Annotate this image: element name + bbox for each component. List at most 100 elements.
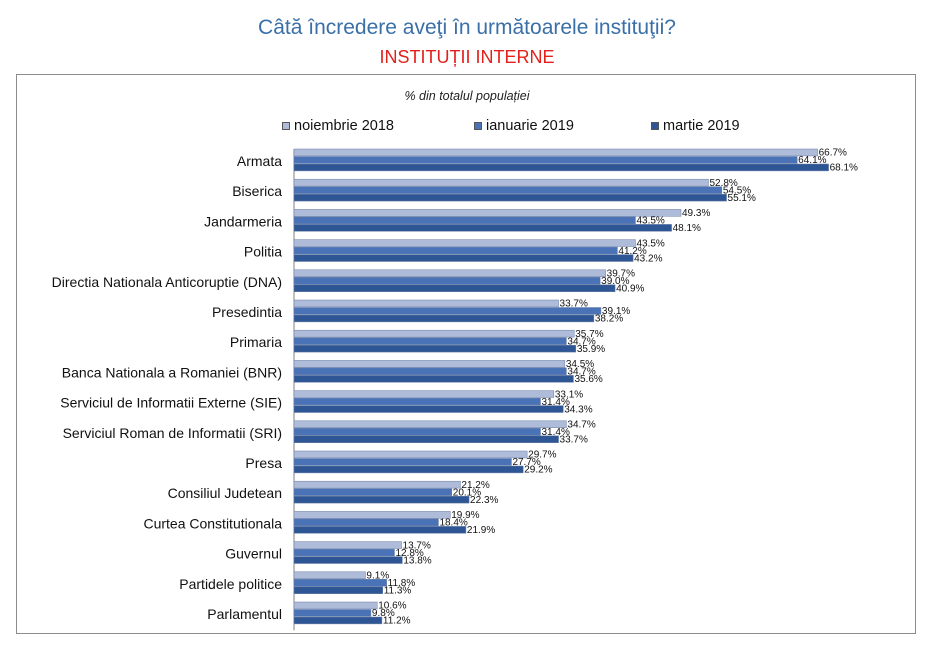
data-label-mar-2019: 35.9%	[577, 344, 605, 355]
bar-mar-2019	[293, 405, 564, 413]
data-label-nov-2018: 9.1%	[366, 571, 389, 582]
data-label-mar-2019: 21.9%	[467, 525, 495, 536]
bar-jan-2019	[293, 488, 453, 496]
data-label-jan-2019: 12.8%	[395, 548, 423, 559]
data-label-jan-2019: 39.0%	[601, 276, 629, 287]
data-label-jan-2019: 27.7%	[512, 457, 540, 468]
legend-item-nov-2018: noiembrie 2018	[282, 118, 394, 134]
category-label: Serviciul de Informatii Externe (SIE)	[60, 395, 282, 411]
data-label-jan-2019: 11.8%	[388, 578, 416, 589]
legend-label-mar-2019: martie 2019	[663, 118, 740, 134]
bar-mar-2019	[293, 163, 829, 172]
bar-nov-2018	[293, 511, 451, 519]
bar-mar-2019	[293, 435, 559, 443]
data-label-nov-2018: 21.2%	[461, 480, 489, 491]
bar-jan-2019	[293, 216, 636, 225]
category-label: Jandarmeria	[204, 213, 282, 229]
bar-nov-2018	[293, 209, 682, 217]
chart-caption: % din totalul populației	[404, 89, 530, 103]
data-label-mar-2019: 22.3%	[470, 495, 498, 506]
category-label: Politia	[244, 244, 282, 260]
data-label-jan-2019: 41.2%	[618, 246, 646, 257]
data-label-mar-2019: 35.6%	[574, 374, 602, 385]
bar-nov-2018	[293, 269, 606, 277]
data-label-nov-2018: 29.7%	[528, 450, 556, 461]
legend-swatch-nov-2018	[282, 122, 290, 130]
data-label-jan-2019: 34.7%	[567, 367, 595, 378]
data-label-mar-2019: 11.2%	[383, 616, 411, 627]
bar-mar-2019	[293, 284, 616, 292]
data-label-mar-2019: 55.1%	[728, 193, 756, 204]
category-label: Serviciul Roman de Informatii (SRI)	[63, 425, 282, 441]
bar-mar-2019	[293, 344, 577, 353]
data-label-jan-2019: 9.8%	[372, 608, 395, 619]
data-label-nov-2018: 39.7%	[607, 269, 635, 280]
data-label-nov-2018: 34.7%	[567, 420, 595, 431]
bar-mar-2019	[293, 254, 634, 262]
bar-jan-2019	[293, 277, 601, 285]
bar-mar-2019	[293, 375, 574, 383]
category-label: Presedintia	[212, 304, 282, 320]
bar-mar-2019	[293, 556, 403, 564]
bar-nov-2018	[293, 390, 555, 398]
data-label-nov-2018: 33.7%	[560, 299, 588, 310]
bar-mar-2019	[293, 224, 672, 232]
bar-nov-2018	[293, 148, 818, 157]
category-label: Biserica	[232, 183, 282, 199]
bar-mar-2019	[293, 616, 383, 625]
bar-nov-2018	[293, 299, 559, 308]
data-label-mar-2019: 38.2%	[595, 314, 623, 325]
bar-jan-2019	[293, 307, 602, 315]
category-label: Consiliul Judetean	[168, 485, 282, 501]
data-label-jan-2019: 31.4%	[541, 427, 569, 438]
data-label-nov-2018: 52.8%	[709, 178, 737, 189]
data-label-mar-2019: 43.2%	[634, 253, 662, 264]
chart-frame	[16, 74, 916, 634]
category-label: Guvernul	[225, 546, 282, 562]
bar-jan-2019	[293, 548, 395, 557]
bar-jan-2019	[293, 428, 541, 436]
bar-mar-2019	[293, 495, 470, 504]
data-label-jan-2019: 54.5%	[723, 185, 751, 196]
legend-item-jan-2019: ianuarie 2019	[474, 118, 574, 134]
category-label: Partidele politice	[179, 576, 282, 592]
bar-jan-2019	[293, 609, 372, 617]
bar-mar-2019	[293, 314, 595, 323]
data-label-jan-2019: 39.1%	[602, 306, 630, 317]
bar-nov-2018	[293, 601, 378, 610]
bar-nov-2018	[293, 480, 461, 489]
data-label-nov-2018: 43.5%	[636, 238, 664, 249]
legend-swatch-jan-2019	[474, 122, 482, 130]
legend: noiembrie 2018 ianuarie 2019 martie 2019	[0, 118, 934, 138]
chart-title: Câtă încredere aveţi în următoarele inst…	[258, 16, 676, 39]
bar-jan-2019	[293, 186, 723, 194]
legend-label-nov-2018: noiembrie 2018	[294, 118, 394, 134]
data-label-jan-2019: 64.1%	[798, 155, 826, 166]
category-label: Primaria	[230, 334, 282, 350]
data-label-mar-2019: 13.8%	[403, 555, 431, 566]
bar-nov-2018	[293, 239, 636, 247]
data-label-jan-2019: 18.4%	[439, 518, 467, 529]
bar-nov-2018	[293, 541, 402, 549]
bar-nov-2018	[293, 329, 575, 338]
category-label: Directia Nationala Anticoruptie (DNA)	[52, 274, 282, 290]
data-label-mar-2019: 11.3%	[384, 586, 412, 597]
data-label-mar-2019: 33.7%	[560, 435, 588, 446]
data-label-jan-2019: 20.1%	[453, 487, 481, 498]
category-label: Banca Nationala a Romaniei (BNR)	[62, 364, 282, 380]
bar-mar-2019	[293, 465, 524, 474]
data-label-jan-2019: 31.4%	[541, 397, 569, 408]
data-label-nov-2018: 19.9%	[451, 510, 479, 521]
category-label: Curtea Constitutionala	[143, 515, 282, 531]
data-label-mar-2019: 40.9%	[616, 284, 644, 295]
bar-jan-2019	[293, 337, 567, 345]
bar-nov-2018	[293, 178, 709, 187]
bar-jan-2019	[293, 518, 439, 527]
bar-jan-2019	[293, 579, 387, 587]
category-label: Armata	[237, 153, 282, 169]
bar-nov-2018	[293, 360, 566, 368]
data-label-nov-2018: 66.7%	[819, 148, 847, 159]
category-label: Presa	[245, 455, 282, 471]
data-label-mar-2019: 29.2%	[524, 465, 552, 476]
bar-jan-2019	[293, 367, 567, 376]
